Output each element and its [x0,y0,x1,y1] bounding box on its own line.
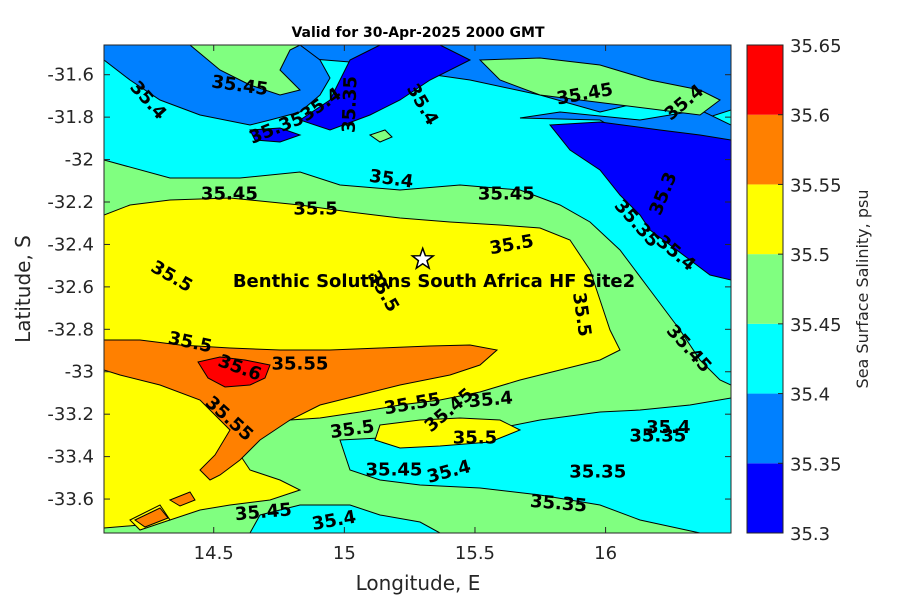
contour-label: 35.5 [293,198,337,219]
contour-label: 35.35 [569,461,626,482]
colorbar-label: Sea Surface Salinity, psu [853,190,872,389]
site-label: Benthic Solutions South Africa HF Site2 [233,271,635,292]
site-marker: Benthic Solutions South Africa HF Site2 [233,246,635,292]
contour-label: 35.5 [453,428,497,449]
colorbar-tick-label: 35.4 [790,385,830,406]
band-35.40-35.45 [249,504,441,533]
colorbar-swatch [747,463,783,533]
colorbar-tick-label: 35.65 [790,36,842,57]
band-35.45-35.50 [478,57,721,116]
plot-frame [103,44,732,534]
colorbar-tick-label: 35.3 [790,524,830,545]
contour-label: 35.35 [529,491,588,517]
band-35.30-35.35 [249,127,302,143]
colorbar-tick-label: 35.45 [790,315,842,336]
band-35.60-35.65 [197,356,271,388]
band-35.55-35.60 [168,491,196,507]
contour-label: 35.4 [646,417,690,438]
colorbar-tick-label: 35.55 [790,175,842,196]
y-tick-label: -33.4 [47,447,94,468]
y-tick-label: -33.6 [47,489,94,510]
colorbar-tick-label: 35.6 [790,106,830,127]
colorbar-swatch [747,393,783,464]
x-axis-label: Longitude, E [356,571,481,595]
contour-label: 35.45 [234,499,293,525]
y-tick-label: -32 [65,150,94,171]
x-axis: 14.5 15 15.5 16 [194,45,617,564]
contour-fill-layer [104,45,731,533]
colorbar-tick-label: 35.5 [790,245,830,266]
contour-label: 35.4 [468,387,514,412]
band-35.45-35.50 [189,45,301,96]
colorbar-frame [746,44,784,534]
colorbar-swatch [747,114,783,185]
y-tick-label: -31.6 [47,65,94,86]
contour-label: 35.45 [366,459,423,480]
colorbar-swatch [747,254,783,324]
colorbar-tick-label: 35.35 [790,454,842,475]
contour-label: 35.35 [339,76,362,134]
y-tick-label: -33 [65,362,94,383]
contour-label: 35.45 [478,184,535,205]
y-axis-label: Latitude, S [11,235,35,343]
chart-title: Valid for 30-Apr-2025 2000 GMT [291,25,544,41]
y-tick-label: -32.6 [47,277,94,298]
x-tick-label: 14.5 [194,543,234,564]
band-35.45-35.50 [368,129,393,143]
y-tick-label: -31.8 [47,107,94,128]
site-star-icon [410,246,436,270]
colorbar-swatch [747,45,783,115]
contour-label: 35.55 [271,353,328,374]
x-tick-label: 16 [594,543,617,564]
band-35.30-35.35 [549,121,731,281]
y-axis: -31.6 -31.8 -32 -32.2 -32.4 -32.6 -32.8 -33 -33.… [47,65,731,510]
x-tick-label: 15 [333,543,356,564]
y-tick-label: -33.2 [47,404,94,425]
y-tick-label: -32.4 [47,234,94,255]
contour-label: 35.45 [201,184,258,205]
band-35.55-35.60 [134,507,169,528]
colorbar-swatch [747,323,783,394]
band-35.50-35.55 [374,417,522,449]
colorbar: 35.3 35.35 35.4 35.45 35.5 35.55 35.6 35.65 [746,36,842,545]
band-35.55-35.60 [104,339,499,481]
y-tick-label: -32.8 [47,319,94,340]
x-tick-label: 15.5 [455,543,495,564]
y-tick-label: -32.2 [47,192,94,213]
colorbar-swatch [747,184,783,255]
band-35.30-35.35 [298,45,472,131]
contour-label: 35.35 [629,425,686,446]
